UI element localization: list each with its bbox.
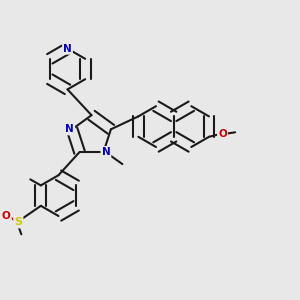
Text: O: O: [218, 129, 227, 139]
Text: S: S: [14, 217, 22, 227]
Text: N: N: [63, 44, 72, 54]
Text: N: N: [65, 124, 74, 134]
Text: O: O: [2, 211, 11, 221]
Text: N: N: [101, 147, 110, 157]
